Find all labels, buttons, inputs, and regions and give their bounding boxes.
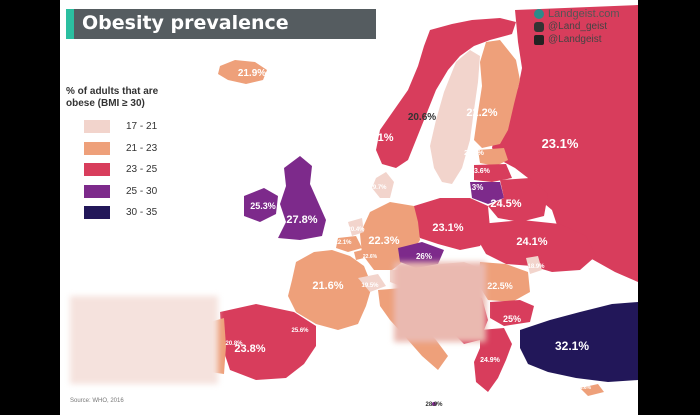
label-belarus: 24.5% bbox=[490, 198, 521, 210]
label-latvia: 23.6% bbox=[470, 168, 491, 175]
legend-label: 25 - 30 bbox=[126, 185, 158, 197]
region-switzerland bbox=[358, 274, 386, 292]
region-romania bbox=[478, 262, 530, 302]
region-netherlands bbox=[348, 218, 364, 236]
region-finland bbox=[474, 40, 520, 148]
region-bulgaria bbox=[490, 300, 534, 326]
label-denmark: 19.7% bbox=[369, 185, 387, 191]
legend-item: 21 - 23 bbox=[66, 138, 196, 160]
tiktok-icon bbox=[534, 34, 544, 45]
legend-title-line-1: % of adults that are bbox=[66, 86, 159, 97]
region-ukraine bbox=[478, 220, 596, 272]
label-moldova: 18.9% bbox=[527, 264, 545, 270]
label-czechia: 26% bbox=[416, 252, 432, 261]
label-germany: 22.3% bbox=[368, 235, 399, 247]
region-malta bbox=[432, 402, 436, 406]
label-portugal: 20.8% bbox=[225, 341, 243, 347]
label-switzerland: 19.5% bbox=[361, 283, 379, 289]
region-sweden bbox=[430, 50, 480, 184]
label-iceland: 21.9% bbox=[238, 68, 266, 79]
region-poland bbox=[412, 198, 490, 250]
legend-swatch bbox=[84, 141, 110, 155]
region-denmark bbox=[372, 172, 394, 198]
region-iceland bbox=[218, 60, 267, 84]
legend-items: 17 - 21 21 - 23 23 - 25 25 - 30 30 - 35 bbox=[66, 116, 196, 224]
legend-swatch bbox=[84, 163, 110, 177]
legend-label: 21 - 23 bbox=[126, 142, 158, 154]
legend: % of adults that are obese (BMI ≥ 30) 17… bbox=[66, 86, 196, 224]
region-ireland bbox=[244, 188, 278, 222]
label-norway: 23.1% bbox=[362, 132, 393, 144]
label-russia: 23.1% bbox=[542, 136, 579, 151]
label-turkey: 32.1% bbox=[555, 339, 589, 353]
region-norway bbox=[376, 18, 516, 168]
brand-site[interactable]: Landgeist.com bbox=[548, 7, 620, 20]
globe-icon bbox=[534, 8, 544, 19]
label-spain: 23.8% bbox=[234, 343, 265, 355]
region-spain bbox=[220, 304, 316, 380]
label-estonia: 21.2% bbox=[464, 150, 485, 157]
label-greece: 24.9% bbox=[480, 357, 501, 364]
label-poland: 23.1% bbox=[432, 222, 463, 234]
label-andorra: 25.6% bbox=[291, 328, 309, 334]
label-ukraine: 24.1% bbox=[516, 236, 547, 248]
map-frame: 21.9% 23.1% 20.6% 22.2% 23.1% 21.2% 23.6… bbox=[60, 0, 638, 415]
instagram-icon bbox=[534, 21, 544, 32]
region-greece bbox=[474, 328, 512, 392]
label-romania: 22.5% bbox=[487, 281, 513, 291]
legend-label: 17 - 21 bbox=[126, 121, 158, 133]
legend-item: 30 - 35 bbox=[66, 202, 196, 224]
label-uk: 27.8% bbox=[286, 214, 317, 226]
brand-handle-tiktok[interactable]: @Landgeist bbox=[548, 34, 602, 45]
label-belgium: 22.1% bbox=[334, 240, 352, 246]
label-bulgaria: 25% bbox=[503, 314, 521, 324]
brand-site-row: Landgeist.com bbox=[534, 7, 634, 20]
label-cyprus: 21.6% bbox=[577, 385, 592, 391]
region-russia bbox=[492, 5, 638, 282]
brand-block: Landgeist.com @Land_geist @Landgeist bbox=[534, 7, 634, 46]
region-cyprus bbox=[580, 384, 604, 396]
legend-title-line-2: obese (BMI ≥ 30) bbox=[66, 98, 145, 109]
legend-item: 25 - 30 bbox=[66, 181, 196, 203]
brand-tiktok-row: @Landgeist bbox=[534, 33, 634, 46]
label-malta: 28.9% bbox=[425, 402, 443, 408]
region-moldova bbox=[526, 256, 542, 274]
label-sweden: 20.6% bbox=[408, 112, 436, 123]
blurred-region-center bbox=[394, 262, 486, 342]
region-czechia bbox=[398, 242, 444, 268]
region-lithuania bbox=[470, 182, 504, 204]
legend-swatch bbox=[84, 206, 110, 220]
region-belgium bbox=[336, 236, 362, 252]
legend-item: 17 - 21 bbox=[66, 116, 196, 138]
region-latvia bbox=[474, 164, 512, 182]
label-ireland: 25.3% bbox=[250, 201, 276, 211]
legend-item: 23 - 25 bbox=[66, 159, 196, 181]
region-belarus bbox=[488, 178, 548, 222]
label-france: 21.6% bbox=[312, 280, 343, 292]
region-turkey bbox=[520, 302, 638, 382]
label-lithuania: 26.3% bbox=[461, 183, 484, 192]
legend-swatch bbox=[84, 120, 110, 134]
source-note: Source: WHO, 2016 bbox=[70, 398, 124, 404]
blurred-region-left bbox=[70, 296, 218, 384]
legend-label: 23 - 25 bbox=[126, 164, 158, 176]
brand-handle-instagram[interactable]: @Land_geist bbox=[548, 21, 608, 32]
label-luxembourg: 22.6% bbox=[363, 254, 378, 260]
region-estonia bbox=[478, 148, 508, 166]
legend-swatch bbox=[84, 184, 110, 198]
region-luxembourg bbox=[354, 250, 364, 260]
brand-instagram-row: @Land_geist bbox=[534, 20, 634, 33]
map-title: Obesity prevalence bbox=[82, 12, 289, 34]
legend-label: 30 - 35 bbox=[126, 207, 158, 219]
title-accent bbox=[66, 9, 74, 39]
region-france bbox=[288, 250, 372, 330]
title-bar: Obesity prevalence bbox=[66, 9, 376, 39]
region-uk bbox=[278, 156, 326, 240]
europe-map: 21.9% 23.1% 20.6% 22.2% 23.1% 21.2% 23.6… bbox=[206, 5, 638, 408]
label-finland: 22.2% bbox=[466, 107, 497, 119]
label-netherlands: 20.4% bbox=[347, 227, 365, 233]
